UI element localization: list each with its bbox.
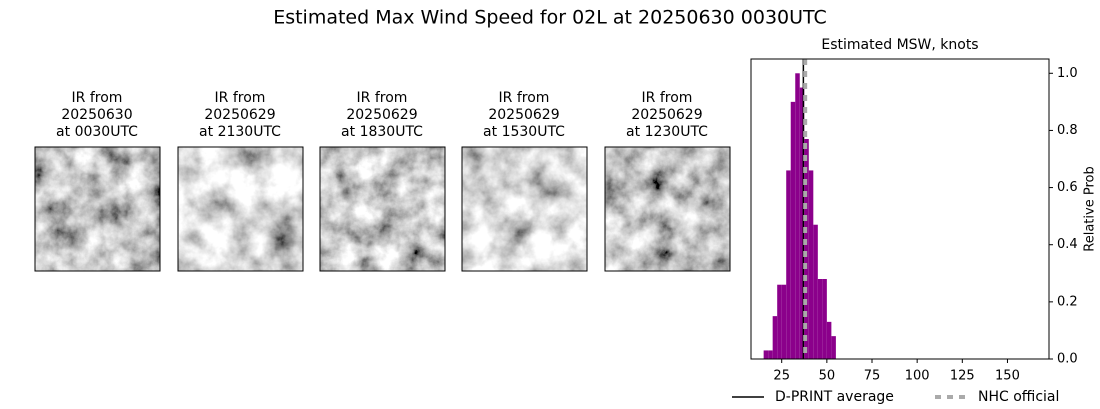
legend-label: D-PRINT average (775, 389, 894, 405)
bar (795, 73, 800, 360)
panel-title: at 1830UTC (341, 124, 423, 140)
bar (817, 279, 823, 359)
y-tick-label: 0.8 (1057, 123, 1078, 138)
image-noise (320, 147, 445, 271)
image-border (177, 146, 304, 272)
panel-title: at 1530UTC (483, 124, 565, 140)
bar (777, 284, 782, 359)
panel-title: at 2130UTC (199, 124, 281, 140)
y-tick-label: 0.6 (1057, 180, 1078, 195)
panel-title: IR from (642, 90, 693, 106)
satellite-image (461, 146, 588, 272)
bar (786, 170, 791, 359)
panel-title: 20250629 (488, 107, 559, 123)
x-tick-label: 100 (905, 369, 930, 384)
histogram-chart: Estimated MSW, knots Relative Prob 25 50 75 1… (732, 37, 1098, 405)
bar (826, 321, 832, 359)
bar (831, 336, 836, 359)
panel-title: at 0030UTC (56, 124, 138, 140)
panel-title: at 1230UTC (626, 124, 708, 140)
satellite-image (34, 146, 161, 272)
bar (763, 350, 769, 359)
figure-title: Estimated Max Wind Speed for 02L at 2025… (273, 7, 827, 29)
y-tick-label: 0.0 (1057, 352, 1078, 367)
x-tick-label: 125 (950, 369, 975, 384)
bar (799, 87, 805, 360)
image-border (34, 146, 161, 272)
plot-frame (750, 58, 1050, 360)
image-border (319, 146, 446, 272)
bar (813, 224, 818, 359)
panel-title: 20250629 (346, 107, 417, 123)
image-border (461, 146, 588, 272)
panel-title: IR from (72, 90, 123, 106)
y-tick-label: 1.0 (1057, 66, 1078, 81)
satellite-image (604, 146, 731, 272)
bar (822, 279, 827, 359)
panel-title: IR from (357, 90, 408, 106)
panel-title: IR from (215, 90, 266, 106)
image-border (604, 146, 731, 272)
y-axis-label: Relative Prob (1083, 166, 1098, 251)
x-tick-label: 50 (819, 369, 836, 384)
x-tick-label: 75 (864, 369, 881, 384)
image-noise (178, 147, 303, 271)
panel-title: 20250629 (204, 107, 275, 123)
bar (768, 350, 773, 359)
image-noise (605, 147, 730, 271)
panel-title: 20250629 (631, 107, 702, 123)
bar (772, 316, 778, 359)
legend-label: NHC official (978, 389, 1059, 405)
x-tick-label: 25 (773, 369, 790, 384)
bar (781, 284, 787, 359)
y-tick-label: 0.4 (1057, 237, 1078, 252)
satellite-image (319, 146, 446, 272)
bar (790, 101, 796, 359)
x-tick-label: 150 (995, 369, 1020, 384)
chart-title: Estimated MSW, knots (821, 37, 978, 53)
image-noise (462, 147, 587, 271)
bar (808, 170, 814, 359)
satellite-image (177, 146, 304, 272)
image-noise (35, 147, 160, 271)
panel-title: IR from (499, 90, 550, 106)
bar (804, 139, 809, 359)
panel-title: 20250630 (61, 107, 132, 123)
y-tick-label: 0.2 (1057, 294, 1078, 309)
